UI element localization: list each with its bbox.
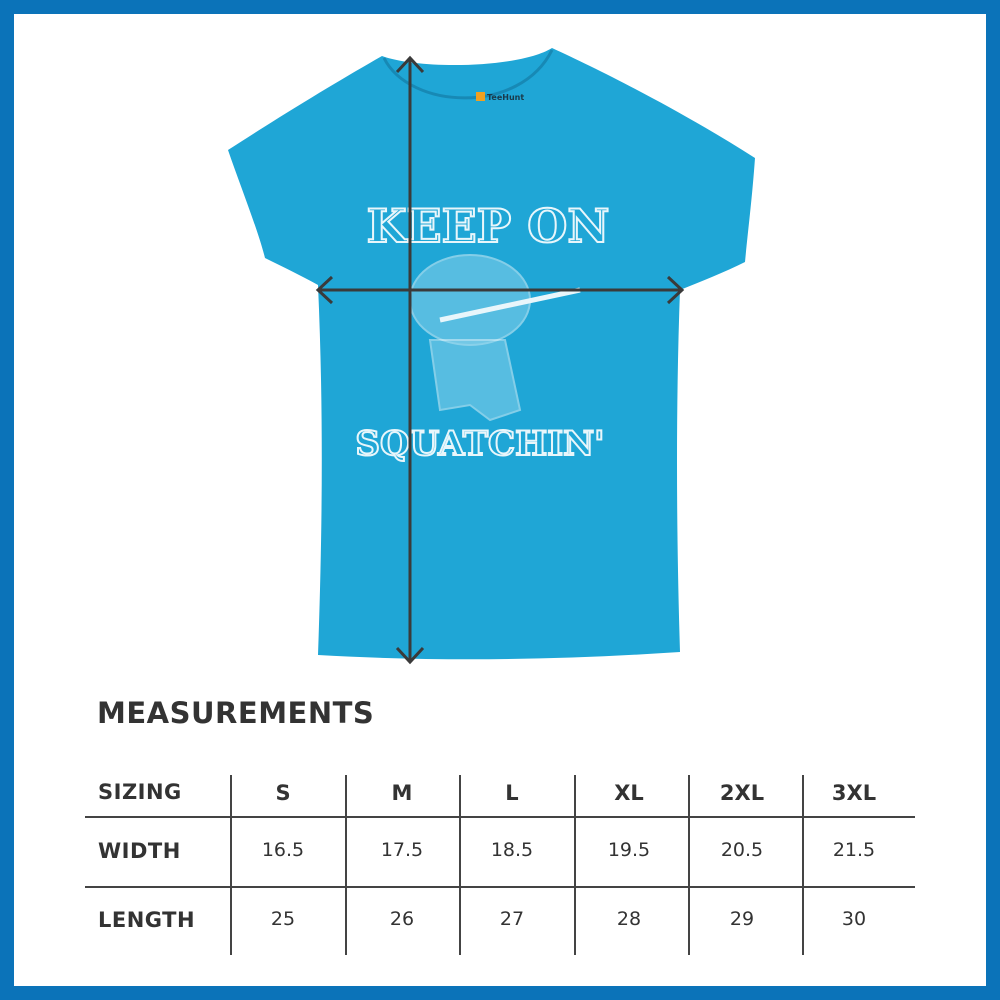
width-arrow <box>315 275 685 305</box>
divider <box>85 816 915 818</box>
length-value: 28 <box>616 908 642 930</box>
divider <box>85 886 915 888</box>
length-value: 26 <box>389 908 415 930</box>
size-header: L <box>505 781 519 805</box>
size-header: M <box>391 781 413 805</box>
print-line1: KEEP ON <box>367 199 610 253</box>
size-header: XL <box>614 781 644 805</box>
width-value: 20.5 <box>720 839 764 861</box>
print-line2: SQUATCHIN' <box>355 424 604 464</box>
width-value: 21.5 <box>832 839 876 861</box>
length-label: LENGTH <box>98 908 196 932</box>
width-label: WIDTH <box>98 839 181 863</box>
length-value: 27 <box>499 908 525 930</box>
tag-brand: TeeHunt <box>487 93 524 102</box>
divider <box>459 775 461 955</box>
neck-tag: TeeHunt <box>476 92 524 102</box>
divider <box>230 775 232 955</box>
divider <box>574 775 576 955</box>
collar <box>382 49 554 100</box>
divider <box>345 775 347 955</box>
tshirt-image: TeeHunt KEEP ON SQUATCHIN' <box>228 48 755 665</box>
keep-on-squatchin-print: KEEP ON SQUATCHIN' <box>354 198 610 465</box>
width-value: 16.5 <box>261 839 305 861</box>
length-value: 25 <box>270 908 296 930</box>
length-value: 30 <box>841 908 867 930</box>
size-header: 3XL <box>831 781 877 805</box>
length-arrow <box>395 55 425 665</box>
size-header: 2XL <box>719 781 765 805</box>
divider <box>802 775 804 955</box>
width-value: 17.5 <box>380 839 424 861</box>
divider <box>688 775 690 955</box>
sizing-header: SIZING <box>98 780 182 804</box>
length-value: 29 <box>729 908 755 930</box>
tag-logo-icon <box>476 92 485 101</box>
size-header: S <box>275 781 291 805</box>
width-value: 18.5 <box>490 839 534 861</box>
width-value: 19.5 <box>607 839 651 861</box>
measurements-title: MEASUREMENTS <box>97 696 375 730</box>
